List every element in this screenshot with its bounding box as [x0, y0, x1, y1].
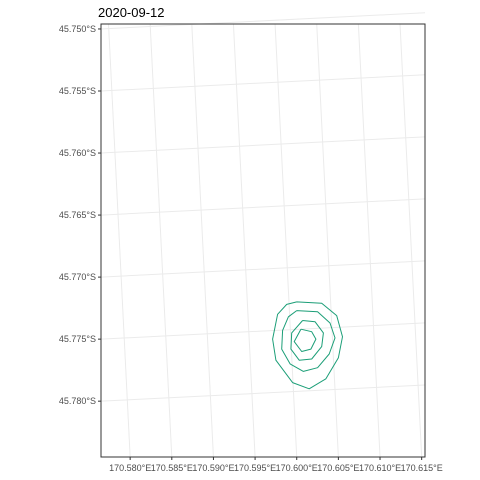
graticule-meridian	[316, 23, 339, 458]
y-tick-label: 45.780°S	[59, 396, 96, 406]
y-tick-label: 45.770°S	[59, 272, 96, 282]
graticule-parallel	[100, 136, 426, 154]
x-tick-label: 170.605°E	[317, 463, 359, 473]
x-tick-label: 170.615°E	[401, 463, 443, 473]
graticule-meridian	[108, 23, 131, 458]
x-tick-label: 170.610°E	[359, 463, 401, 473]
panel-border	[100, 23, 426, 458]
y-tick-label: 45.765°S	[59, 210, 96, 220]
graticule-meridian	[357, 23, 381, 458]
contour-line	[293, 328, 317, 352]
graticule-parallel	[100, 74, 426, 92]
graticule-parallel	[100, 322, 426, 340]
x-tick-label: 170.580°E	[109, 463, 151, 473]
contour-line	[290, 320, 324, 361]
y-tick-label: 45.755°S	[59, 86, 96, 96]
x-axis: 170.580°E 170.585°E 170.590°E 170.595°E 170.…	[109, 457, 443, 473]
contour-lines	[272, 301, 343, 390]
chart-title: 2020-09-12	[98, 5, 165, 20]
y-tick-label: 45.750°S	[59, 24, 96, 34]
graticule-parallel	[100, 198, 426, 216]
x-tick-label: 170.600°E	[276, 463, 318, 473]
graticule	[100, 12, 426, 458]
graticule-meridian	[149, 23, 173, 458]
contour-line	[281, 310, 336, 372]
contour-line	[272, 301, 343, 390]
x-tick-label: 170.585°E	[151, 463, 193, 473]
y-tick-label: 45.775°S	[59, 334, 96, 344]
graticule-meridian	[399, 23, 423, 458]
x-tick-label: 170.590°E	[192, 463, 234, 473]
graticule-meridian	[274, 23, 298, 458]
y-tick-label: 45.760°S	[59, 148, 96, 158]
x-tick-label: 170.595°E	[234, 463, 276, 473]
y-axis: 45.750°S 45.755°S 45.760°S 45.765°S 45.770°S…	[59, 24, 101, 406]
graticule-meridian	[232, 23, 256, 458]
graticule-parallel	[100, 260, 426, 278]
graticule-parallel	[100, 12, 426, 30]
graticule-meridian	[191, 23, 214, 458]
graticule-parallel	[100, 384, 426, 402]
